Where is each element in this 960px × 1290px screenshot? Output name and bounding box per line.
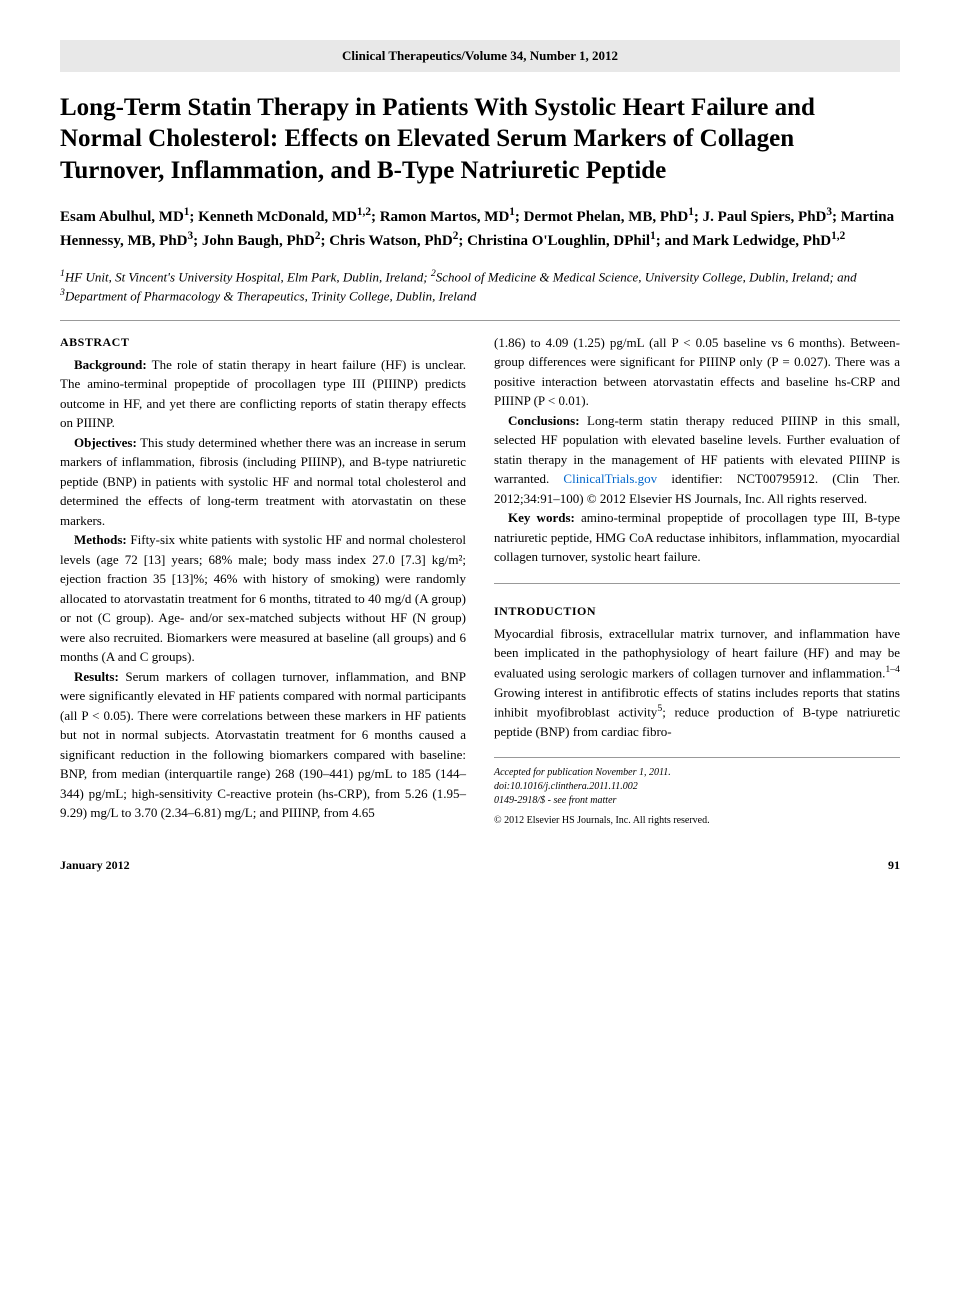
conclusions-label: Conclusions:	[508, 413, 580, 428]
divider-mid	[494, 583, 900, 584]
abstract-results-cont: (1.86) to 4.09 (1.25) pg/mL (all P < 0.0…	[494, 333, 900, 411]
abstract-methods: Methods: Fifty-six white patients with s…	[60, 530, 466, 667]
introduction-heading: INTRODUCTION	[494, 602, 900, 620]
page-footer: January 2012 91	[60, 858, 900, 873]
accepted-date: Accepted for publication November 1, 201…	[494, 766, 900, 780]
journal-page: Clinical Therapeutics/Volume 34, Number …	[0, 0, 960, 903]
abstract-background: Background: The role of statin therapy i…	[60, 355, 466, 433]
objectives-label: Objectives:	[74, 435, 137, 450]
abstract-heading: ABSTRACT	[60, 333, 466, 351]
authors-list: Esam Abulhul, MD1; Kenneth McDonald, MD1…	[60, 204, 900, 253]
abstract-keywords: Key words: amino-terminal propeptide of …	[494, 508, 900, 567]
journal-header-text: Clinical Therapeutics/Volume 34, Number …	[342, 48, 618, 63]
affiliations: 1HF Unit, St Vincent's University Hospit…	[60, 267, 900, 306]
left-column: ABSTRACT Background: The role of statin …	[60, 333, 466, 829]
issn: 0149-2918/$ - see front matter	[494, 794, 900, 808]
introduction-text: Myocardial fibrosis, extracellular matri…	[494, 624, 900, 742]
footer-page-number: 91	[888, 858, 900, 873]
methods-label: Methods:	[74, 532, 127, 547]
footer-date: January 2012	[60, 858, 130, 873]
methods-text: Fifty-six white patients with systolic H…	[60, 532, 466, 664]
copyright: © 2012 Elsevier HS Journals, Inc. All ri…	[494, 814, 900, 828]
abstract-results: Results: Serum markers of collagen turno…	[60, 667, 466, 823]
results-text: Serum markers of collagen turnover, infl…	[60, 669, 466, 821]
doi: doi:10.1016/j.clinthera.2011.11.002	[494, 780, 900, 794]
article-title: Long-Term Statin Therapy in Patients Wit…	[60, 92, 900, 186]
keywords-label: Key words:	[508, 510, 575, 525]
abstract-objectives: Objectives: This study determined whethe…	[60, 433, 466, 531]
divider-top	[60, 320, 900, 321]
article-footer-box: Accepted for publication November 1, 201…	[494, 757, 900, 828]
journal-header-bar: Clinical Therapeutics/Volume 34, Number …	[60, 40, 900, 72]
results-label: Results:	[74, 669, 119, 684]
background-label: Background:	[74, 357, 147, 372]
right-column: (1.86) to 4.09 (1.25) pg/mL (all P < 0.0…	[494, 333, 900, 829]
two-column-layout: ABSTRACT Background: The role of statin …	[60, 333, 900, 829]
clinicaltrials-link[interactable]: ClinicalTrials.gov	[563, 471, 657, 486]
abstract-conclusions: Conclusions: Long-term statin therapy re…	[494, 411, 900, 509]
